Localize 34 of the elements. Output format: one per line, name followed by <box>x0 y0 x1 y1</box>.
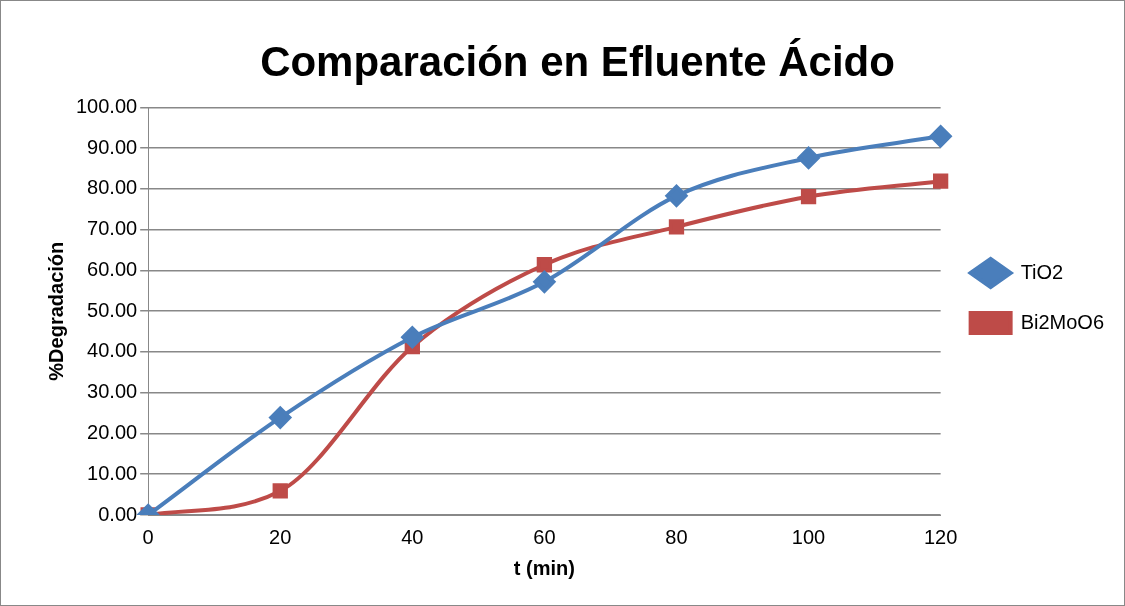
x-tick-label: 60 <box>533 525 556 548</box>
point <box>800 189 817 205</box>
y-axis-title: %Degradación <box>44 241 67 381</box>
point <box>932 173 949 189</box>
x-tick-label: 80 <box>665 525 688 548</box>
point <box>272 483 288 499</box>
x-tick-label: 100 <box>791 525 826 548</box>
point <box>533 270 556 293</box>
point <box>536 257 553 273</box>
y-tick-label: 30.00 <box>87 380 138 403</box>
y-tick-label: 70.00 <box>87 217 138 240</box>
x-tick-label: 0 <box>142 525 154 548</box>
y-tick-label: 60.00 <box>87 257 138 280</box>
point <box>797 146 820 169</box>
legend-label: Bi2MoO6 <box>1020 310 1105 333</box>
y-tick-label: 50.00 <box>87 298 138 321</box>
y-tick-label: 80.00 <box>87 176 138 199</box>
x-tick-label: 40 <box>401 525 424 548</box>
x-tick-label: 20 <box>269 525 292 548</box>
y-tick-label: 10.00 <box>87 461 138 484</box>
x-tick-label: 120 <box>923 525 958 548</box>
y-tick-label: 0.00 <box>98 502 138 525</box>
point <box>665 184 688 207</box>
legend-label: TiO2 <box>1020 260 1064 283</box>
point <box>929 125 952 148</box>
y-tick-label: 90.00 <box>87 135 138 158</box>
y-tick-label: 20.00 <box>87 421 138 443</box>
y-tick-label: 40.00 <box>87 339 138 362</box>
x-axis-title: t (min) <box>513 556 575 579</box>
y-tick-label: 100.00 <box>76 94 138 117</box>
point <box>269 406 292 429</box>
point <box>668 219 685 235</box>
chart-title: Comparación en Efluente Ácido <box>260 37 895 85</box>
point <box>401 326 424 349</box>
